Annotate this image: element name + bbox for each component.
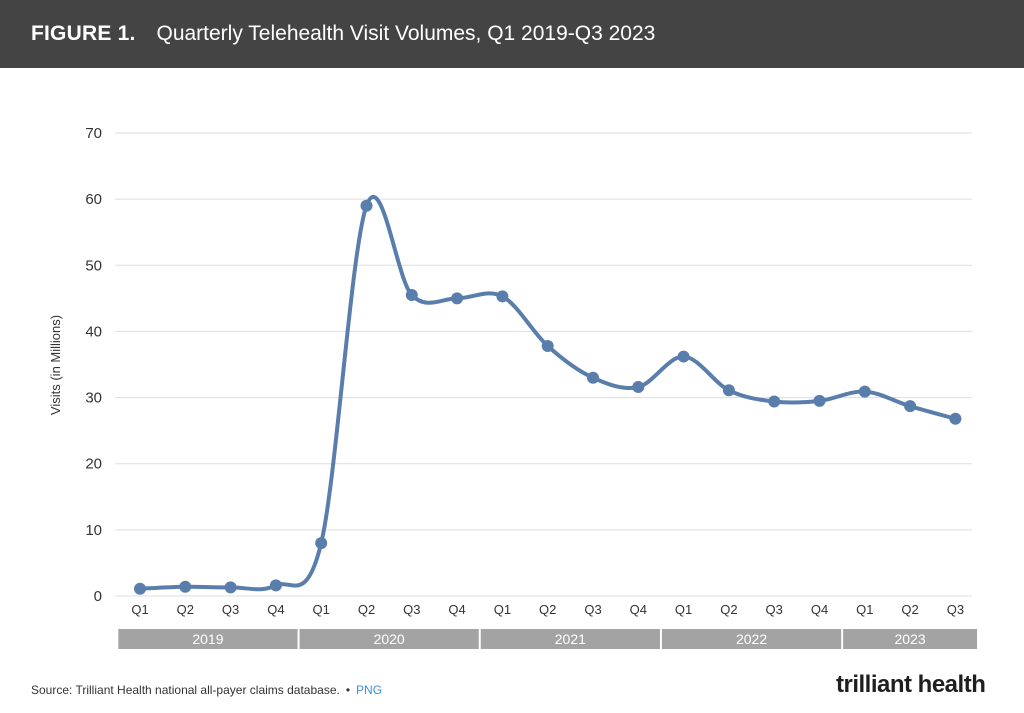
- y-tick-label: 30: [85, 390, 102, 407]
- x-tick-label: Q2: [720, 602, 737, 617]
- data-point: [541, 339, 554, 352]
- y-axis-title: Visits (in Millions): [48, 315, 63, 415]
- x-tick-label: Q1: [675, 602, 692, 617]
- y-tick-label: 70: [85, 125, 102, 142]
- x-tick-label: Q1: [856, 602, 873, 617]
- y-tick-label: 20: [85, 456, 102, 473]
- data-point: [949, 412, 962, 425]
- year-label: 2022: [736, 631, 767, 647]
- data-point: [904, 400, 917, 413]
- source-text: Source: Trilliant Health national all-pa…: [31, 683, 340, 697]
- data-point: [224, 581, 237, 594]
- data-point: [722, 384, 735, 397]
- y-tick-label: 60: [85, 191, 102, 208]
- x-tick-label: Q4: [448, 602, 465, 617]
- x-tick-label: Q3: [222, 602, 239, 617]
- year-label: 2019: [192, 631, 223, 647]
- year-band: [843, 629, 978, 649]
- data-point: [858, 385, 871, 398]
- x-tick-label: Q2: [539, 602, 556, 617]
- data-point: [405, 289, 418, 302]
- data-point: [496, 290, 509, 303]
- data-point: [813, 394, 826, 407]
- data-point: [269, 579, 282, 592]
- y-tick-label: 0: [94, 588, 102, 605]
- x-tick-label: Q3: [403, 602, 420, 617]
- figure-title: Quarterly Telehealth Visit Volumes, Q1 2…: [156, 22, 656, 45]
- year-label: 2021: [555, 631, 586, 647]
- data-point: [677, 350, 690, 363]
- x-tick-label: Q2: [901, 602, 918, 617]
- x-tick-label: Q4: [267, 602, 284, 617]
- y-tick-label: 10: [85, 522, 102, 539]
- year-band: [299, 629, 479, 649]
- x-tick-label: Q1: [313, 602, 330, 617]
- x-tick-label: Q3: [584, 602, 601, 617]
- x-tick-label: Q2: [358, 602, 375, 617]
- x-tick-label: Q4: [630, 602, 647, 617]
- x-tick-label: Q1: [494, 602, 511, 617]
- x-tick-label: Q4: [811, 602, 828, 617]
- series-line: [138, 194, 958, 592]
- data-point: [451, 292, 464, 305]
- x-tick-label: Q3: [766, 602, 783, 617]
- data-point: [360, 199, 373, 212]
- x-tick-label: Q3: [947, 602, 964, 617]
- year-label: 2020: [374, 631, 405, 647]
- year-band: [118, 629, 298, 649]
- figure-header: FIGURE 1. Quarterly Telehealth Visit Vol…: [0, 0, 1024, 68]
- trilliant-health-logo: trilliant health: [836, 671, 986, 698]
- year-band: [480, 629, 660, 649]
- data-point: [632, 380, 645, 393]
- y-tick-label: 40: [85, 323, 102, 340]
- y-tick-label: 50: [85, 257, 102, 274]
- source-note: Source: Trilliant Health national all-pa…: [31, 683, 382, 697]
- data-point: [768, 395, 781, 408]
- line-chart: 0 10 20 30 40 50 60 70 Visits (in Millions) Q1 Q…: [48, 125, 978, 649]
- data-point: [587, 371, 599, 384]
- data-point: [134, 582, 146, 595]
- png-link[interactable]: PNG: [356, 683, 383, 697]
- figure-label: FIGURE 1.: [31, 22, 136, 45]
- data-point: [179, 580, 192, 593]
- data-point: [315, 537, 328, 550]
- x-tick-label: Q1: [131, 602, 148, 617]
- source-separator: •: [345, 683, 351, 697]
- year-label: 2023: [895, 631, 926, 647]
- x-tick-label: Q2: [177, 602, 194, 617]
- year-band: [661, 629, 842, 649]
